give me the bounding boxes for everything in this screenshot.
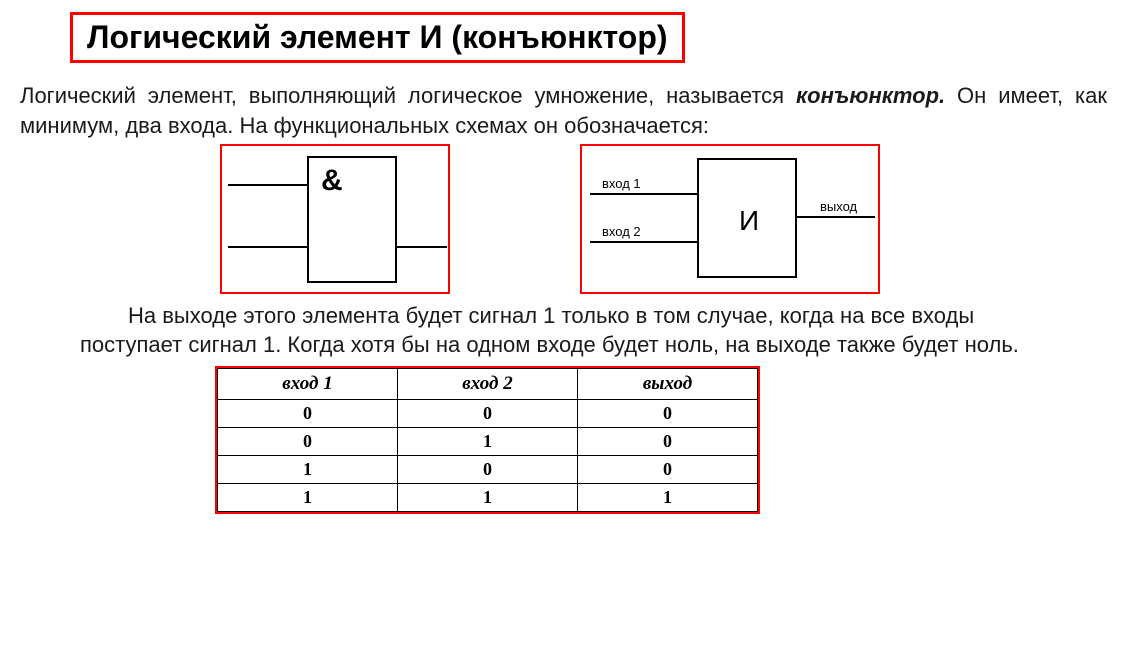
table-row: 0 1 0 [218, 427, 758, 455]
gate-box: И [697, 158, 797, 278]
truth-table: вход 1 вход 2 выход 0 0 0 0 1 0 1 0 0 [217, 368, 758, 512]
col-header-in2: вход 2 [398, 368, 578, 399]
input2-label: вход 2 [602, 224, 641, 239]
cell: 1 [218, 483, 398, 511]
output-wire [397, 246, 447, 248]
cell: 0 [578, 455, 758, 483]
diagram-and-gate-labeled: вход 1 вход 2 И выход [580, 144, 880, 294]
cell: 0 [578, 427, 758, 455]
page-title: Логический элемент И (конъюнктор) [87, 19, 668, 55]
behavior-paragraph: На выходе этого элемента будет сигнал 1 … [80, 302, 1057, 359]
truth-table-highlight-box: вход 1 вход 2 выход 0 0 0 0 1 0 1 0 0 [215, 366, 760, 514]
cell: 0 [218, 399, 398, 427]
input-wire-1 [228, 184, 307, 186]
title-highlight-box: Логический элемент И (конъюнктор) [70, 12, 685, 63]
cell: 1 [218, 455, 398, 483]
cell: 0 [398, 399, 578, 427]
gate-symbol: И [739, 205, 759, 237]
table-row: 1 0 0 [218, 455, 758, 483]
diagrams-row: & вход 1 вход 2 И выход [220, 144, 1107, 294]
input-wire-1 [590, 193, 697, 195]
cell: 0 [218, 427, 398, 455]
diagram-ampersand-gate: & [220, 144, 450, 294]
definition-term: конъюнктор. [796, 83, 945, 108]
output-label: выход [820, 199, 857, 214]
col-header-in1: вход 1 [218, 368, 398, 399]
cell: 1 [578, 483, 758, 511]
table-row: 1 1 1 [218, 483, 758, 511]
gate-symbol: & [321, 164, 343, 198]
table-row: 0 0 0 [218, 399, 758, 427]
input-wire-2 [228, 246, 307, 248]
cell: 1 [398, 427, 578, 455]
gate-box: & [307, 156, 397, 283]
cell: 0 [578, 399, 758, 427]
output-wire [797, 216, 875, 218]
table-header-row: вход 1 вход 2 выход [218, 368, 758, 399]
cell: 1 [398, 483, 578, 511]
input1-label: вход 1 [602, 176, 641, 191]
definition-paragraph: Логический элемент, выполняющий логическ… [20, 81, 1107, 140]
cell: 0 [398, 455, 578, 483]
definition-pre: Логический элемент, выполняющий логическ… [20, 83, 796, 108]
input-wire-2 [590, 241, 697, 243]
col-header-out: выход [578, 368, 758, 399]
